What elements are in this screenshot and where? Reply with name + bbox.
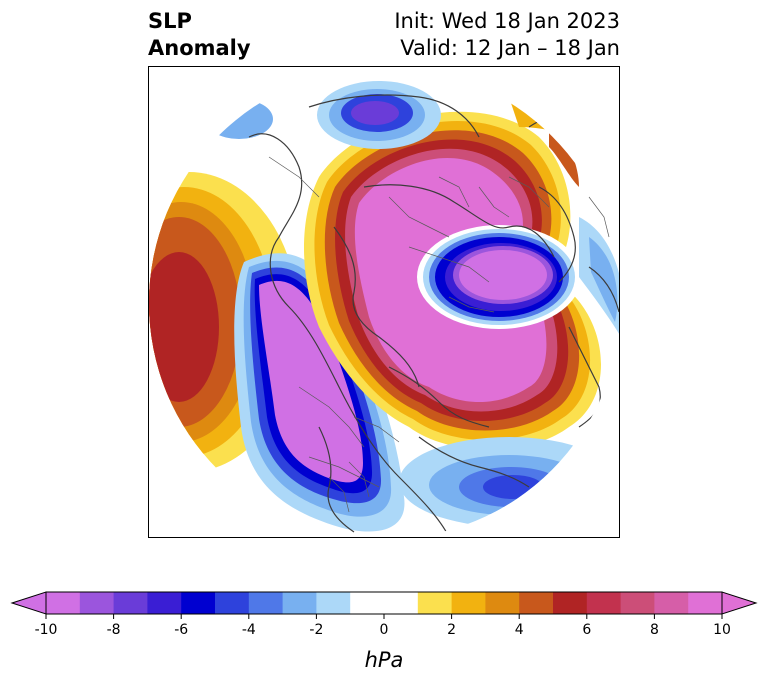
colorbar-segment bbox=[586, 592, 621, 614]
colorbar-segment bbox=[282, 592, 317, 614]
colorbar-tick-label: 6 bbox=[582, 622, 591, 638]
date-info: Init: Wed 18 Jan 2023 Valid: 12 Jan – 18… bbox=[394, 8, 620, 62]
colorbar: -10 -8 -6 -4 -2 0 2 4 6 8 10 hPa bbox=[0, 588, 768, 684]
colorbar-segment bbox=[215, 592, 250, 614]
colorbar-segment bbox=[147, 592, 182, 614]
title-line-1: SLP bbox=[148, 9, 192, 33]
colorbar-segment bbox=[553, 592, 588, 614]
colorbar-tick-label: -6 bbox=[174, 622, 188, 638]
colorbar-tick-label: 0 bbox=[380, 622, 389, 638]
anomaly-field bbox=[149, 67, 619, 537]
colorbar-extend-min bbox=[10, 591, 47, 615]
colorbar-svg: -10 -8 -6 -4 -2 0 2 4 6 8 10 hPa bbox=[10, 591, 758, 672]
colorbar-tick-label: -2 bbox=[309, 622, 323, 638]
colorbar-segment bbox=[519, 592, 554, 614]
colorbar-segment bbox=[417, 592, 452, 614]
coastlines bbox=[248, 94, 619, 537]
colorbar-segments bbox=[46, 592, 723, 614]
colorbar-segment bbox=[350, 592, 419, 614]
map-title: SLP Anomaly bbox=[148, 8, 251, 62]
colorbar-tick-label: 2 bbox=[447, 622, 456, 638]
colorbar-tick-label: 10 bbox=[713, 622, 731, 638]
subtropical-atlantic-low bbox=[399, 437, 619, 527]
colorbar-unit-label: hPa bbox=[365, 648, 404, 672]
colorbar-tick-label: -4 bbox=[242, 622, 256, 638]
map-canvas bbox=[149, 67, 619, 537]
slp-anomaly-map bbox=[148, 66, 620, 538]
colorbar-segment bbox=[46, 592, 81, 614]
colorbar-tick-label: 8 bbox=[650, 622, 659, 638]
colorbar-segment bbox=[79, 592, 114, 614]
valid-range: Valid: 12 Jan – 18 Jan bbox=[400, 36, 620, 60]
colorbar-tick-label: 4 bbox=[515, 622, 524, 638]
siberian-low bbox=[417, 225, 581, 329]
country-borders bbox=[268, 156, 610, 513]
colorbar-segment bbox=[316, 592, 351, 614]
colorbar-segment bbox=[181, 592, 216, 614]
title-line-2: Anomaly bbox=[148, 36, 251, 60]
colorbar-tick-label: -10 bbox=[35, 622, 58, 638]
western-trough bbox=[234, 253, 405, 532]
colorbar-segment bbox=[248, 592, 283, 614]
colorbar-tick-label: -8 bbox=[107, 622, 121, 638]
colorbar-extend-max bbox=[721, 591, 758, 615]
colorbar-ticks: -10 -8 -6 -4 -2 0 2 4 6 8 10 bbox=[35, 614, 731, 638]
colorbar-segment bbox=[620, 592, 655, 614]
colorbar-segment bbox=[451, 592, 486, 614]
colorbar-segment bbox=[688, 592, 723, 614]
init-date: Init: Wed 18 Jan 2023 bbox=[394, 9, 620, 33]
colorbar-segment bbox=[654, 592, 689, 614]
colorbar-segment bbox=[485, 592, 520, 614]
colorbar-segment bbox=[113, 592, 148, 614]
